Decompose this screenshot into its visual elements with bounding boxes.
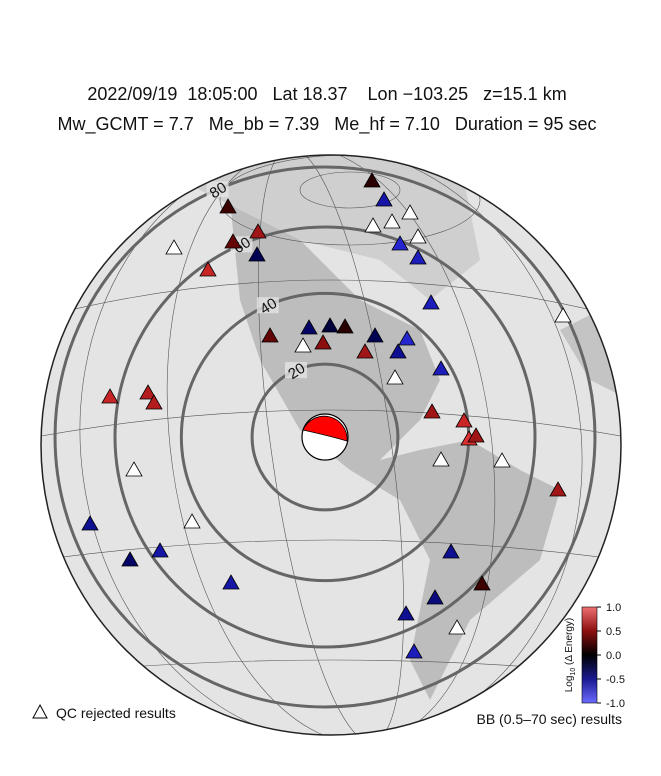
station: [409, 249, 427, 265]
station: [455, 412, 473, 428]
station-rejected: [493, 452, 511, 468]
station: [81, 515, 99, 531]
station-rejected: [383, 213, 401, 229]
station: [121, 551, 139, 567]
station-rejected: [409, 228, 427, 244]
colorbar: [581, 606, 598, 704]
station: [356, 343, 374, 359]
station: [366, 327, 384, 343]
colorbar-tick-label: -1.0: [606, 698, 625, 710]
colorbar-tick-label: 1.0: [606, 602, 621, 614]
station: [405, 643, 423, 659]
ring-label: 80: [207, 179, 230, 202]
graticule: [41, 155, 621, 735]
station: [151, 542, 169, 558]
station: [101, 388, 119, 404]
station: [248, 246, 266, 262]
station: [375, 191, 393, 207]
station: [363, 172, 381, 188]
colorbar-label-sub: 10: [570, 668, 577, 676]
legend-qc: QC rejected results: [56, 705, 176, 721]
station: [321, 317, 339, 333]
distance-ring: [113, 225, 537, 649]
station: [336, 318, 354, 334]
ring-label-bg: [256, 297, 279, 314]
stations: [81, 172, 572, 659]
land: [180, 155, 480, 300]
station-rejected: [294, 337, 312, 353]
station-rejected: [364, 217, 382, 233]
globe-outline: [40, 154, 622, 736]
station: [314, 334, 332, 350]
station: [145, 394, 163, 410]
station-rejected: [554, 307, 572, 323]
legend-qc-symbol: [32, 703, 48, 719]
colorbar-label-main: Log: [564, 676, 575, 693]
distance-ring: [53, 165, 597, 709]
land: [230, 200, 560, 700]
station: [199, 261, 217, 277]
station: [426, 589, 444, 605]
station-rejected: [401, 204, 419, 220]
station: [397, 605, 415, 621]
ring-label: 20: [285, 360, 308, 383]
station: [473, 575, 491, 591]
station: [432, 360, 450, 376]
station: [139, 384, 157, 400]
colorbar-tick-label: 0.0: [606, 650, 621, 662]
station: [249, 223, 267, 239]
station: [423, 403, 441, 419]
ring-label-bg: [206, 181, 229, 198]
station: [300, 319, 318, 335]
station-rejected: [448, 619, 466, 635]
station: [261, 327, 279, 343]
colorbar-label-rest: (Δ Energy): [564, 618, 575, 668]
station: [398, 330, 416, 346]
station: [467, 427, 485, 443]
ring-label-bg: [284, 362, 307, 379]
station-rejected: [386, 369, 404, 385]
station: [549, 481, 567, 497]
colorbar-ticks: 1.0 0.5 0.0 -0.5 -1.0: [597, 602, 625, 710]
header-line1: 2022/09/19 18:05:00 Lat 18.37 Lon −103.2…: [87, 84, 566, 104]
station-rejected: [432, 451, 450, 467]
station: [224, 233, 242, 249]
station: [442, 543, 460, 559]
station: [391, 235, 409, 251]
ring-label: 40: [257, 295, 280, 318]
header-line2: Mw_GCMT = 7.7 Me_bb = 7.39 Me_hf = 7.10 …: [58, 114, 597, 135]
station-rejected: [183, 513, 201, 529]
colorbar-tick-label: -0.5: [606, 674, 625, 686]
colorbar-label: Log10 (Δ Energy): [564, 618, 577, 693]
station-rejected: [125, 461, 143, 477]
station: [422, 294, 440, 310]
station: [222, 574, 240, 590]
legend-bb: BB (0.5–70 sec) results: [476, 711, 622, 727]
station-rejected: [165, 239, 183, 255]
station: [389, 343, 407, 359]
station: [219, 198, 237, 214]
beachball: [301, 413, 349, 461]
colorbar-tick-label: 0.5: [606, 626, 621, 638]
distance-ring: [250, 362, 400, 512]
